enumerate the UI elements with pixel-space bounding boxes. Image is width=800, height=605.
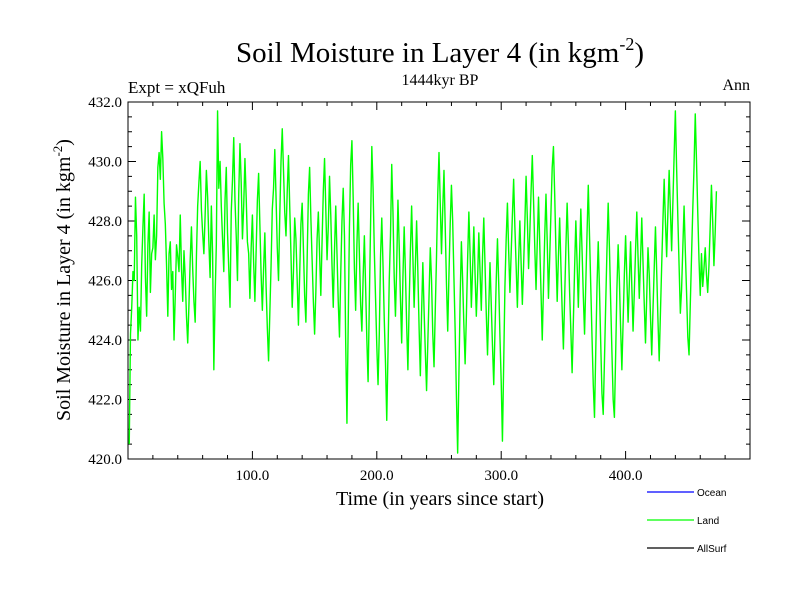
x-tick-label: 300.0 (484, 468, 518, 484)
y-axis-label: Soil Moisture in Layer 4 (in kgm-2) (50, 139, 75, 421)
legend: Ocean Land AllSurf (647, 488, 727, 555)
legend-label-allsurf: AllSurf (697, 544, 727, 555)
x-tick-label: 100.0 (236, 468, 270, 484)
subtitle-center: 1444kyr BP (402, 72, 479, 89)
plot-area: 100.0 200.0 300.0 400.0 420.0 422.0 424.0 426.… (88, 95, 751, 484)
y-tick-label: 424.0 (88, 333, 122, 349)
series-line-land (128, 110, 718, 454)
y-tick-label: 422.0 (88, 393, 122, 409)
y-tick-label: 426.0 (88, 274, 122, 290)
y-tick-label: 428.0 (88, 214, 122, 230)
x-tick-label: 400.0 (609, 468, 643, 484)
y-tick-label: 430.0 (88, 155, 122, 171)
y-tick-label: 432.0 (88, 95, 122, 111)
subtitle-right: Ann (722, 77, 750, 94)
legend-label-ocean: Ocean (697, 488, 726, 499)
y-tick-label: 420.0 (88, 452, 122, 468)
x-tick-label: 200.0 (360, 468, 394, 484)
x-axis-label: Time (in years since start) (336, 488, 544, 510)
subtitle-left: Expt = xQFuh (128, 78, 226, 97)
legend-label-land: Land (697, 516, 719, 527)
x-axis-ticks: 100.0 200.0 300.0 400.0 (152, 102, 726, 484)
series-layer (128, 110, 718, 454)
y-axis-ticks: 420.0 422.0 424.0 426.0 428.0 430.0 432.0 (88, 95, 750, 468)
chart-title: Soil Moisture in Layer 4 (in kgm-2) (236, 34, 644, 69)
